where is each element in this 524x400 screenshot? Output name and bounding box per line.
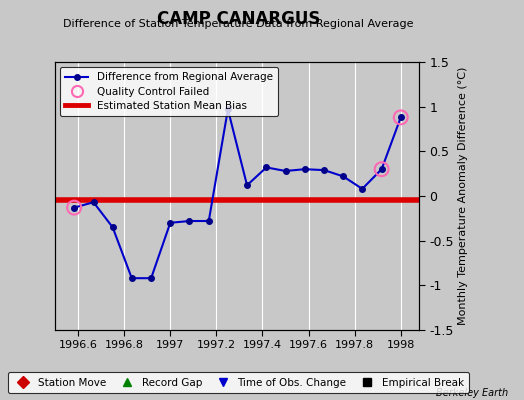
Point: [397, 114, 405, 120]
Y-axis label: Monthly Temperature Anomaly Difference (°C): Monthly Temperature Anomaly Difference (…: [458, 67, 468, 325]
Text: CAMP CANARGUS: CAMP CANARGUS: [157, 10, 320, 28]
Text: Difference of Station Temperature Data from Regional Average: Difference of Station Temperature Data f…: [63, 19, 413, 29]
Point: [377, 166, 386, 172]
Text: Berkeley Earth: Berkeley Earth: [436, 388, 508, 398]
Point: [70, 204, 79, 211]
Legend: Station Move, Record Gap, Time of Obs. Change, Empirical Break: Station Move, Record Gap, Time of Obs. C…: [8, 372, 469, 393]
Legend: Difference from Regional Average, Quality Control Failed, Estimated Station Mean: Difference from Regional Average, Qualit…: [60, 67, 278, 116]
